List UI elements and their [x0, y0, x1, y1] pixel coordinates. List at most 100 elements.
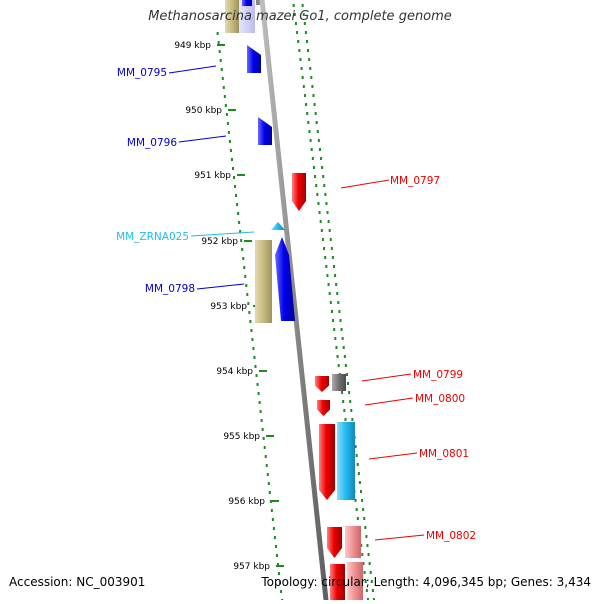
- kbp-tick-label: 954 kbp: [216, 367, 253, 377]
- guide-dot: [325, 202, 328, 205]
- guide-dot: [326, 211, 329, 214]
- guide-dot: [242, 257, 245, 260]
- guide-dot: [341, 391, 344, 394]
- guide-dot: [370, 580, 373, 583]
- guide-dot: [271, 518, 274, 521]
- guide-dot: [300, 67, 303, 70]
- guide-dot: [310, 148, 313, 151]
- guide-dot: [239, 230, 242, 233]
- gray-feature[interactable]: [332, 374, 346, 391]
- guide-dot: [362, 508, 365, 511]
- gene-MM_0797[interactable]: [292, 173, 306, 211]
- guide-dot: [313, 103, 316, 106]
- guide-dot: [302, 13, 305, 16]
- gene-leader-line: [178, 135, 227, 143]
- guide-dot: [265, 464, 268, 467]
- gene-label[interactable]: MM_0800: [415, 393, 465, 405]
- gene-label[interactable]: MM_0802: [426, 530, 476, 542]
- gene-leader-line: [368, 452, 418, 460]
- guide-dot: [248, 311, 251, 314]
- gene-MM_0796[interactable]: [258, 117, 272, 145]
- guide-dot: [321, 238, 324, 241]
- gene-labels[interactable]: MM_0795 MM_0796 MM_0797 MM_ZRNA025 MM_0798 MM…: [116, 65, 476, 542]
- guide-dot: [354, 445, 357, 448]
- gene-leader-line: [190, 231, 255, 237]
- guide-dot: [250, 329, 253, 332]
- guide-dot: [244, 275, 247, 278]
- guide-dot: [270, 509, 273, 512]
- bottom-red-fragment[interactable]: [330, 564, 345, 600]
- guide-dot: [336, 355, 339, 358]
- guide-dot: [280, 590, 283, 593]
- gene-label[interactable]: MM_ZRNA025: [116, 231, 189, 243]
- guide-dot: [332, 319, 335, 322]
- top-lavender-fragment[interactable]: [239, 0, 255, 33]
- gene-MM_ZRNA025[interactable]: [271, 222, 285, 230]
- guide-dot: [327, 283, 330, 286]
- gene-MM_0801[interactable]: [319, 424, 335, 500]
- gene-label[interactable]: MM_0797: [390, 175, 440, 187]
- guide-dot: [342, 346, 345, 349]
- top-blue-fragment[interactable]: [242, 0, 252, 6]
- rna-cyan-feature[interactable]: [337, 422, 355, 500]
- guide-dot: [347, 382, 350, 385]
- gene-label[interactable]: MM_0798: [145, 283, 195, 295]
- guide-dot: [222, 86, 225, 89]
- guide-dot: [340, 328, 343, 331]
- guide-dot: [241, 248, 244, 251]
- gene-MM_0799[interactable]: [315, 376, 329, 392]
- guide-dot: [348, 391, 351, 394]
- bottom-pink-fragment[interactable]: [347, 562, 363, 600]
- gene-leader-line: [374, 534, 425, 541]
- guide-dot: [308, 58, 311, 61]
- top-tan-fragment[interactable]: [225, 0, 239, 33]
- guide-dot: [323, 247, 326, 250]
- guide-dot: [330, 310, 333, 313]
- guide-dot: [269, 500, 272, 503]
- guide-dot: [229, 149, 232, 152]
- guide-dot: [218, 50, 221, 53]
- guide-dot: [307, 121, 310, 124]
- pink-feature[interactable]: [345, 526, 361, 558]
- guide-dot: [341, 337, 344, 340]
- guide-dot: [260, 419, 263, 422]
- guide-dot: [224, 104, 227, 107]
- gene-leader-line: [196, 283, 245, 290]
- gene-label[interactable]: MM_0795: [117, 67, 167, 79]
- gene-MM_0800[interactable]: [317, 400, 330, 416]
- guide-dot: [324, 193, 327, 196]
- guide-dot: [307, 49, 310, 52]
- guide-dot: [294, 22, 297, 25]
- guide-dot: [315, 184, 318, 187]
- guide-dot: [238, 221, 241, 224]
- gene-MM_0802[interactable]: [327, 527, 342, 558]
- gene-features[interactable]: [247, 45, 363, 600]
- guide-dot: [344, 418, 347, 421]
- guide-dot: [257, 392, 260, 395]
- guide-dot: [268, 491, 271, 494]
- gene-label[interactable]: MM_0801: [419, 448, 469, 460]
- gene-label[interactable]: MM_0796: [127, 137, 177, 149]
- accession-text: Accession: NC_003901: [9, 575, 146, 589]
- guide-dot: [361, 553, 364, 556]
- guide-dot: [308, 130, 311, 133]
- guide-dot: [311, 157, 314, 160]
- guide-dot: [253, 356, 256, 359]
- gene-MM_0795[interactable]: [247, 45, 261, 73]
- guide-dot: [356, 517, 359, 520]
- gene-label[interactable]: MM_0799: [413, 369, 463, 381]
- gene-MM_0798[interactable]: [275, 237, 295, 321]
- guide-dot: [223, 95, 226, 98]
- orf-tan-feature[interactable]: [255, 240, 272, 323]
- guide-dot: [249, 320, 252, 323]
- guide-dot: [261, 428, 264, 431]
- guide-dot: [319, 220, 322, 223]
- guide-dot: [303, 94, 306, 97]
- top-gray-fragment[interactable]: [256, 0, 262, 5]
- guide-dot: [275, 554, 278, 557]
- guide-dot: [309, 67, 312, 70]
- kbp-tick-label: 950 kbp: [185, 106, 222, 116]
- guide-dot: [258, 401, 261, 404]
